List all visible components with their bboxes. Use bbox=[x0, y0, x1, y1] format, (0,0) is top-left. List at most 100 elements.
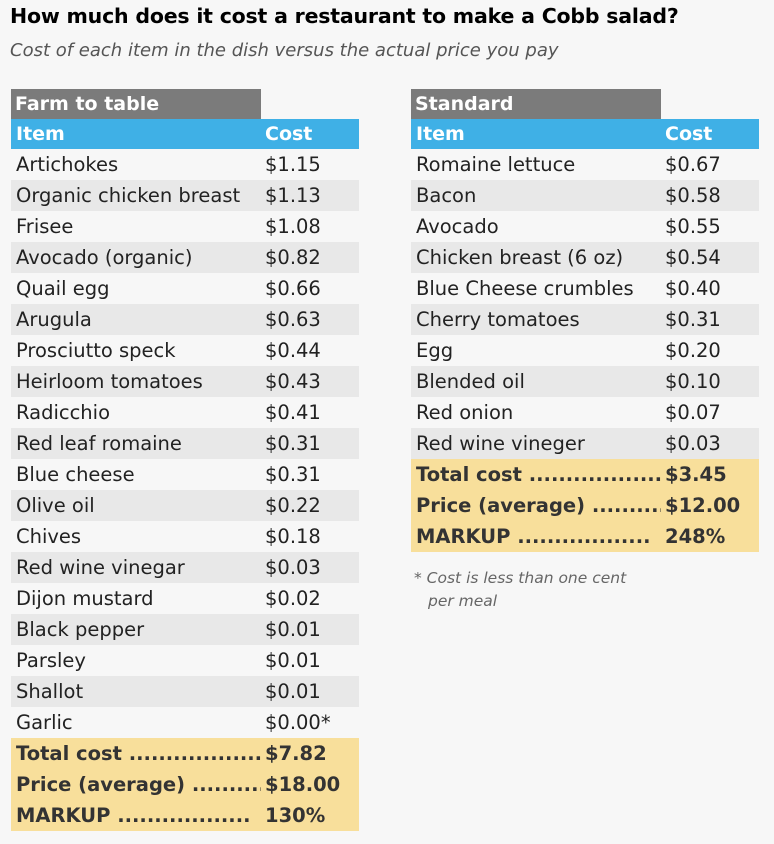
item-cell: Avocado bbox=[416, 215, 499, 238]
item-cell: Olive oil bbox=[16, 494, 95, 517]
item-cell: Bacon bbox=[416, 184, 477, 207]
item-cell: Frisee bbox=[16, 215, 74, 238]
item-column-header: Item bbox=[16, 123, 65, 145]
summary-label: MARKUP .................. bbox=[16, 804, 251, 827]
table-row: Bacon $0.58 bbox=[411, 180, 759, 211]
item-cell: Shallot bbox=[16, 680, 84, 703]
item-cell: Romaine lettuce bbox=[416, 153, 576, 176]
summary-label: MARKUP .................. bbox=[416, 525, 651, 548]
summary-row: Total cost .................. $3.45 bbox=[411, 459, 759, 490]
cost-cell: $0.02 bbox=[265, 587, 321, 610]
table-row: Blue Cheese crumbles $0.40 bbox=[411, 273, 759, 304]
cost-cell: $0.31 bbox=[265, 432, 321, 455]
table-row: Garlic $0.00* bbox=[11, 707, 359, 738]
table-row: Quail egg $0.66 bbox=[11, 273, 359, 304]
summary-label: Price (average) .......... bbox=[16, 773, 261, 796]
table-row: Radicchio $0.41 bbox=[11, 397, 359, 428]
cost-cell: $1.13 bbox=[265, 184, 321, 207]
item-cell: Red wine vinegar bbox=[16, 556, 185, 579]
table-row: Romaine lettuce $0.67 bbox=[411, 149, 759, 180]
cost-cell: $0.18 bbox=[265, 525, 321, 548]
table-name: Farm to table bbox=[11, 89, 261, 119]
footnote: * Cost is less than one cent per meal bbox=[414, 567, 674, 613]
item-cell: Quail egg bbox=[16, 277, 110, 300]
footnote-line: * Cost is less than one cent bbox=[414, 569, 627, 587]
table-row: Parsley $0.01 bbox=[11, 645, 359, 676]
table-row: Arugula $0.63 bbox=[11, 304, 359, 335]
item-cell: Red onion bbox=[416, 401, 514, 424]
page-subtitle: Cost of each item in the dish versus the… bbox=[10, 40, 559, 61]
table-row: Artichokes $1.15 bbox=[11, 149, 359, 180]
item-cell: Chives bbox=[16, 525, 82, 548]
item-column-header: Item bbox=[416, 123, 465, 145]
table-row: Frisee $1.08 bbox=[11, 211, 359, 242]
summary-value: 248% bbox=[665, 525, 726, 548]
summary-value: 130% bbox=[265, 804, 326, 827]
page-title: How much does it cost a restaurant to ma… bbox=[10, 4, 679, 28]
table-row: Red onion $0.07 bbox=[411, 397, 759, 428]
cost-cell: $0.41 bbox=[265, 401, 321, 424]
table-row: Organic chicken breast $1.13 bbox=[11, 180, 359, 211]
summary-row: Price (average) .......... $18.00 bbox=[11, 769, 359, 800]
table-row: Olive oil $0.22 bbox=[11, 490, 359, 521]
cost-cell: $0.40 bbox=[665, 277, 721, 300]
table-row: Prosciutto speck $0.44 bbox=[11, 335, 359, 366]
cost-cell: $0.03 bbox=[265, 556, 321, 579]
summary-row: MARKUP .................. 130% bbox=[11, 800, 359, 831]
table-row: Dijon mustard $0.02 bbox=[11, 583, 359, 614]
item-cell: Artichokes bbox=[16, 153, 119, 176]
standard-table: Standard Item Cost Romaine lettuce $0.67 B… bbox=[411, 89, 759, 552]
item-cell: Heirloom tomatoes bbox=[16, 370, 203, 393]
cost-column-header: Cost bbox=[665, 123, 713, 145]
summary-rows: Total cost .................. $7.82 Price … bbox=[11, 738, 359, 831]
table-row: Chicken breast (6 oz) $0.54 bbox=[411, 242, 759, 273]
cost-cell: $0.31 bbox=[265, 463, 321, 486]
item-cell: Garlic bbox=[16, 711, 73, 734]
cost-cell: $0.66 bbox=[265, 277, 321, 300]
table-row: Heirloom tomatoes $0.43 bbox=[11, 366, 359, 397]
summary-label: Price (average) .......... bbox=[416, 494, 661, 517]
footnote-line: per meal bbox=[428, 592, 498, 610]
cost-cell: $0.01 bbox=[265, 618, 321, 641]
item-cell: Black pepper bbox=[16, 618, 145, 641]
table-row: Black pepper $0.01 bbox=[11, 614, 359, 645]
table-body: Artichokes $1.15 Organic chicken breast $1.… bbox=[11, 149, 359, 738]
summary-value: $7.82 bbox=[265, 742, 327, 765]
cost-cell: $0.07 bbox=[665, 401, 721, 424]
table-row: Chives $0.18 bbox=[11, 521, 359, 552]
item-cell: Red leaf romaine bbox=[16, 432, 182, 455]
cost-cell: $0.01 bbox=[265, 649, 321, 672]
item-cell: Blue cheese bbox=[16, 463, 135, 486]
item-cell: Arugula bbox=[16, 308, 92, 331]
summary-value: $3.45 bbox=[665, 463, 727, 486]
table-name: Standard bbox=[411, 89, 661, 119]
item-cell: Radicchio bbox=[16, 401, 111, 424]
cost-cell: $0.20 bbox=[665, 339, 721, 362]
table-body: Romaine lettuce $0.67 Bacon $0.58 Avocado $0.… bbox=[411, 149, 759, 459]
summary-value: $12.00 bbox=[665, 494, 741, 517]
table-header: Item Cost bbox=[11, 119, 359, 149]
item-cell: Organic chicken breast bbox=[16, 184, 241, 207]
summary-row: Total cost .................. $7.82 bbox=[11, 738, 359, 769]
cost-cell: $1.08 bbox=[265, 215, 321, 238]
summary-label: Total cost .................. bbox=[16, 742, 261, 765]
table-row: Egg $0.20 bbox=[411, 335, 759, 366]
table-row: Shallot $0.01 bbox=[11, 676, 359, 707]
cost-cell: $0.82 bbox=[265, 246, 321, 269]
item-cell: Chicken breast (6 oz) bbox=[416, 246, 624, 269]
cost-cell: $0.03 bbox=[665, 432, 721, 455]
cost-cell: $0.22 bbox=[265, 494, 321, 517]
table-header: Item Cost bbox=[411, 119, 759, 149]
table-row: Avocado $0.55 bbox=[411, 211, 759, 242]
item-cell: Red wine vineger bbox=[416, 432, 585, 455]
table-row: Blended oil $0.10 bbox=[411, 366, 759, 397]
summary-row: MARKUP .................. 248% bbox=[411, 521, 759, 552]
cost-cell: $0.54 bbox=[665, 246, 721, 269]
table-row: Cherry tomatoes $0.31 bbox=[411, 304, 759, 335]
cost-cell: $0.67 bbox=[665, 153, 721, 176]
item-cell: Avocado (organic) bbox=[16, 246, 193, 269]
cost-cell: $0.31 bbox=[665, 308, 721, 331]
cost-column-header: Cost bbox=[265, 123, 313, 145]
cost-cell: $0.00* bbox=[265, 711, 331, 734]
summary-label: Total cost .................. bbox=[416, 463, 661, 486]
